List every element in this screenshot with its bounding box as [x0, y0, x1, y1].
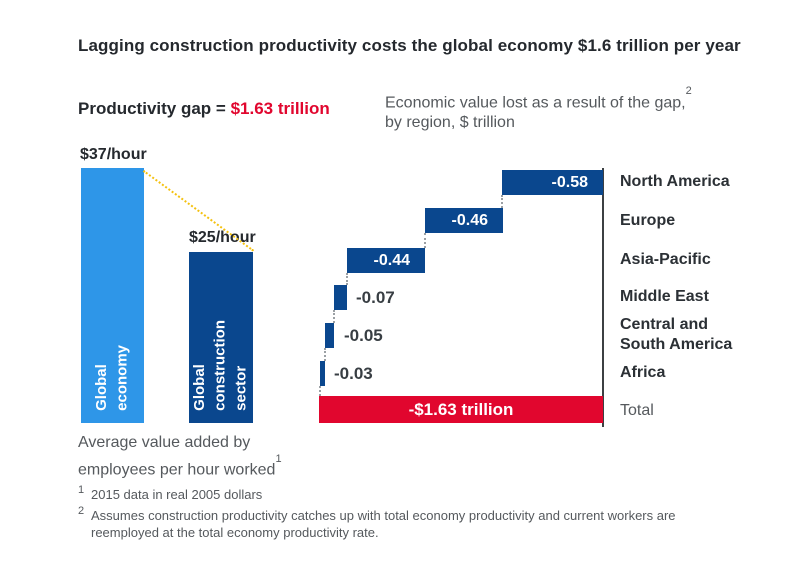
right-chart-heading: Economic value lost as a result of the g…	[385, 85, 725, 133]
waterfall-bar-central-south-america	[325, 323, 334, 348]
footnote-2-text: Assumes construction productivity catche…	[91, 508, 676, 540]
waterfall-bar-north-america: -0.58	[502, 170, 603, 195]
connector-middleeast-csa	[333, 310, 335, 323]
waterfall-value-africa: -0.03	[334, 364, 373, 383]
footnote-1-superscript: 1	[78, 484, 85, 496]
region-label-middle-east: Middle East	[620, 288, 709, 305]
caption-superscript: 1	[275, 453, 282, 465]
left-chart-heading: Productivity gap = $1.63 trillion	[78, 99, 330, 119]
waterfall-value-central-south-america: -0.05	[344, 326, 383, 345]
connector-asia-middleeast	[346, 273, 348, 285]
connector-europe-asia	[424, 233, 426, 248]
connector-na-europe	[501, 195, 503, 208]
waterfall-bar-middle-east	[334, 285, 347, 310]
waterfall-bar-europe: -0.46	[425, 208, 503, 233]
left-chart-caption: Average value added by employees per hou…	[78, 431, 282, 481]
region-label-central-south-america: Central and South America	[620, 316, 733, 353]
bar1-value-label: $37/hour	[80, 146, 147, 163]
bar-global-construction-sector-label: Global construction sector	[190, 320, 250, 411]
caption-text: Average value added by employees per hou…	[78, 434, 276, 479]
bar-global-economy-label: Global economy	[92, 345, 131, 411]
connector-csa-africa	[324, 348, 326, 361]
region-label-total: Total	[620, 402, 654, 419]
figure-title: Lagging construction productivity costs …	[78, 36, 741, 55]
waterfall-value-middle-east: -0.07	[356, 288, 395, 307]
waterfall-bar-asia-pacific: -0.44	[347, 248, 425, 273]
right-heading-superscript: 2	[685, 85, 692, 97]
waterfall-bar-africa	[320, 361, 325, 386]
bar2-value-label: $25/hour	[189, 229, 256, 246]
waterfall-bar-total: -$1.63 trillion	[319, 396, 603, 423]
region-label-europe: Europe	[620, 212, 676, 229]
bar-global-economy: Global economy	[81, 168, 144, 423]
footnote-1-text: 2015 data in real 2005 dollars	[91, 487, 263, 502]
left-heading-value: $1.63 trillion	[230, 99, 330, 118]
footnote-1: 1 2015 data in real 2005 dollars	[78, 484, 263, 503]
right-heading-line2: by region, $ trillion	[385, 114, 515, 132]
connector-africa-total	[319, 386, 321, 396]
right-heading-line1: Economic value lost as a result of the g…	[385, 94, 686, 112]
region-label-north-america: North America	[620, 173, 730, 190]
bar-global-construction-sector: Global construction sector	[189, 252, 253, 423]
left-heading-prefix: Productivity gap =	[78, 99, 231, 118]
footnote-2-superscript: 2	[78, 505, 85, 517]
footnote-2: 2 Assumes construction productivity catc…	[78, 505, 676, 541]
region-label-asia-pacific: Asia-Pacific	[620, 251, 711, 268]
waterfall-axis-line	[602, 168, 604, 427]
region-label-africa: Africa	[620, 364, 666, 381]
